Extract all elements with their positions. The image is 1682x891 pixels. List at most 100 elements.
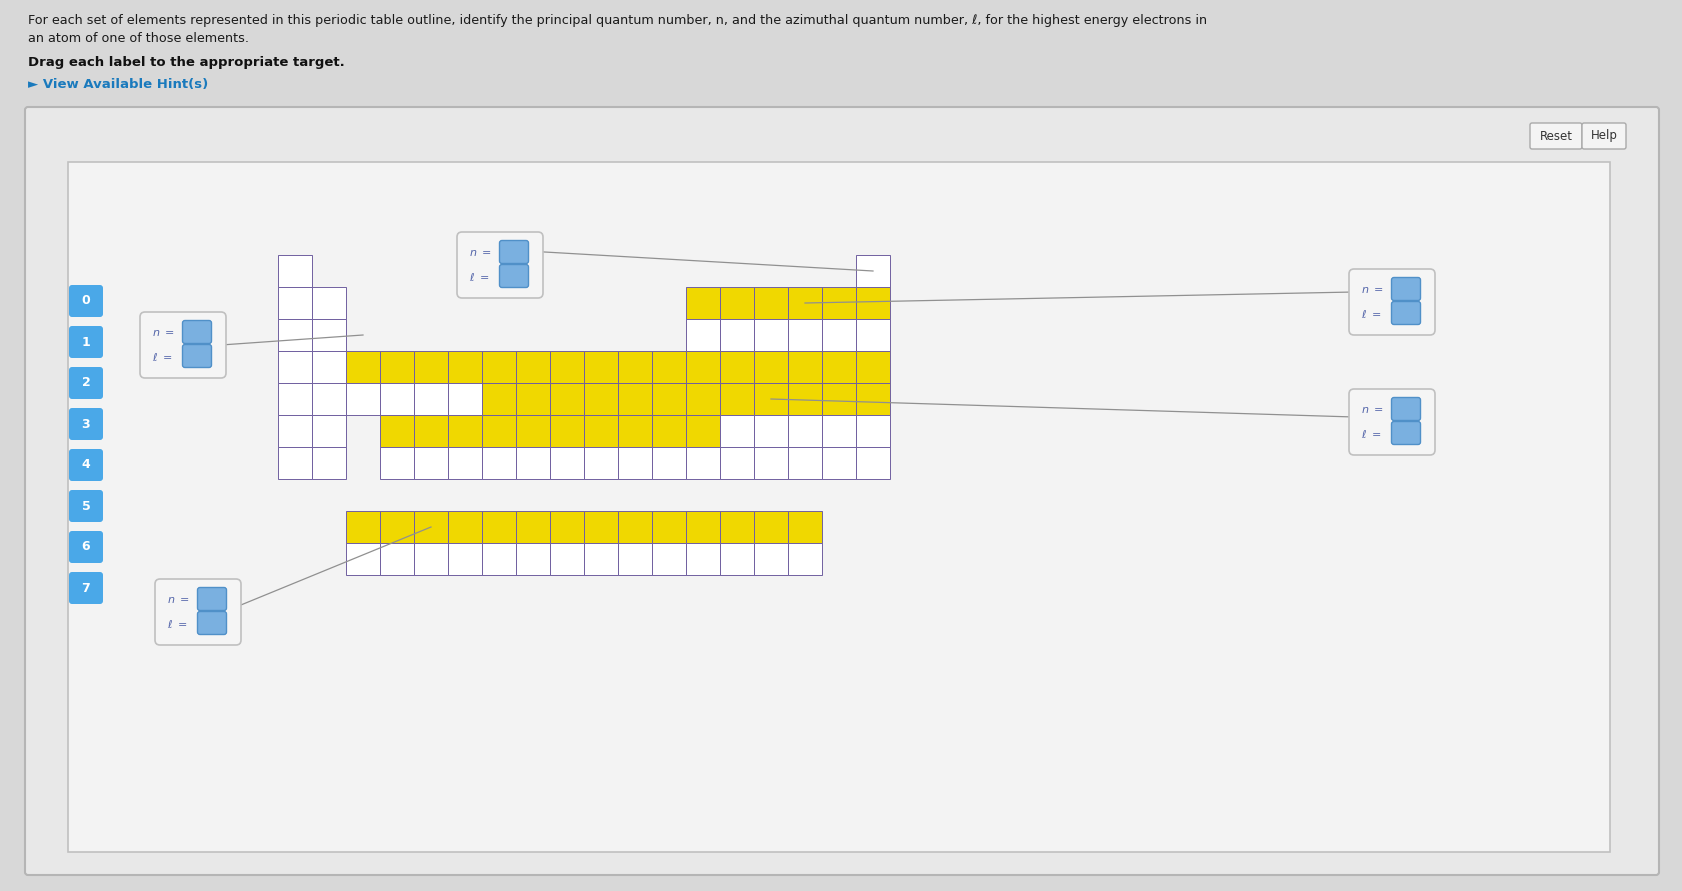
FancyBboxPatch shape <box>1529 123 1581 149</box>
FancyBboxPatch shape <box>500 265 528 288</box>
Text: 3: 3 <box>82 418 91 430</box>
Bar <box>447 383 481 415</box>
Bar <box>856 287 890 319</box>
Bar <box>856 319 890 351</box>
Bar <box>311 319 346 351</box>
Bar <box>346 543 380 575</box>
Bar <box>754 383 787 415</box>
Bar <box>754 415 787 447</box>
Bar <box>754 543 787 575</box>
Text: ► View Available Hint(s): ► View Available Hint(s) <box>29 78 209 91</box>
Bar <box>617 447 651 479</box>
FancyBboxPatch shape <box>182 321 212 344</box>
Bar <box>278 383 311 415</box>
Bar <box>720 383 754 415</box>
Bar <box>278 287 311 319</box>
Bar <box>447 415 481 447</box>
FancyBboxPatch shape <box>1581 123 1625 149</box>
Bar <box>550 543 584 575</box>
Bar <box>67 162 1610 852</box>
FancyBboxPatch shape <box>1391 301 1420 324</box>
Bar <box>380 415 414 447</box>
FancyBboxPatch shape <box>69 531 103 563</box>
Text: $\ell\ =$: $\ell\ =$ <box>469 271 489 283</box>
Bar <box>311 351 346 383</box>
Bar <box>278 447 311 479</box>
Bar <box>754 287 787 319</box>
Bar <box>481 351 516 383</box>
Text: 5: 5 <box>81 500 91 512</box>
Text: For each set of elements represented in this periodic table outline, identify th: For each set of elements represented in … <box>29 14 1206 27</box>
Bar <box>686 319 720 351</box>
Text: 6: 6 <box>82 541 91 553</box>
Text: $\ell\ =$: $\ell\ =$ <box>1361 308 1381 320</box>
Bar <box>651 543 686 575</box>
Bar <box>754 319 787 351</box>
Bar <box>481 383 516 415</box>
Bar <box>481 511 516 543</box>
FancyBboxPatch shape <box>197 611 227 634</box>
Bar <box>821 415 856 447</box>
Bar <box>617 543 651 575</box>
Bar <box>787 543 821 575</box>
Bar <box>550 511 584 543</box>
Bar <box>447 543 481 575</box>
Bar <box>787 319 821 351</box>
Bar <box>754 447 787 479</box>
Bar <box>414 383 447 415</box>
Bar <box>311 447 346 479</box>
FancyBboxPatch shape <box>155 579 241 645</box>
Bar <box>550 447 584 479</box>
Text: 0: 0 <box>81 295 91 307</box>
Bar <box>346 351 380 383</box>
Bar <box>686 383 720 415</box>
Text: $n\ =$: $n\ =$ <box>469 248 491 258</box>
Text: $\ell\ =$: $\ell\ =$ <box>167 618 188 630</box>
Bar <box>856 447 890 479</box>
Bar <box>380 351 414 383</box>
Bar <box>380 543 414 575</box>
Bar <box>516 383 550 415</box>
Text: 1: 1 <box>81 336 91 348</box>
FancyBboxPatch shape <box>69 490 103 522</box>
FancyBboxPatch shape <box>69 449 103 481</box>
Bar <box>787 351 821 383</box>
FancyBboxPatch shape <box>1391 397 1420 421</box>
Bar <box>651 383 686 415</box>
Bar <box>821 319 856 351</box>
Bar <box>720 543 754 575</box>
Bar <box>787 287 821 319</box>
Text: $\ell\ =$: $\ell\ =$ <box>151 351 173 363</box>
Bar <box>584 415 617 447</box>
Bar <box>617 415 651 447</box>
Bar <box>720 351 754 383</box>
Text: Help: Help <box>1589 129 1616 143</box>
Bar <box>821 287 856 319</box>
Bar <box>414 415 447 447</box>
Bar <box>584 511 617 543</box>
Text: an atom of one of those elements.: an atom of one of those elements. <box>29 32 249 45</box>
Bar <box>856 383 890 415</box>
Bar <box>617 511 651 543</box>
Bar <box>278 255 311 287</box>
Bar <box>414 447 447 479</box>
Text: $n\ =$: $n\ =$ <box>167 595 190 605</box>
Bar <box>821 383 856 415</box>
Bar <box>651 447 686 479</box>
FancyBboxPatch shape <box>1349 269 1435 335</box>
Bar <box>516 543 550 575</box>
FancyBboxPatch shape <box>1391 421 1420 445</box>
Bar <box>856 415 890 447</box>
FancyBboxPatch shape <box>69 326 103 358</box>
FancyBboxPatch shape <box>500 241 528 264</box>
Bar <box>516 351 550 383</box>
Bar <box>550 415 584 447</box>
FancyBboxPatch shape <box>69 367 103 399</box>
Bar <box>311 383 346 415</box>
Text: $n\ =$: $n\ =$ <box>1361 285 1383 295</box>
Bar <box>720 319 754 351</box>
Bar <box>617 383 651 415</box>
Bar <box>686 511 720 543</box>
Bar <box>787 415 821 447</box>
Bar <box>346 511 380 543</box>
